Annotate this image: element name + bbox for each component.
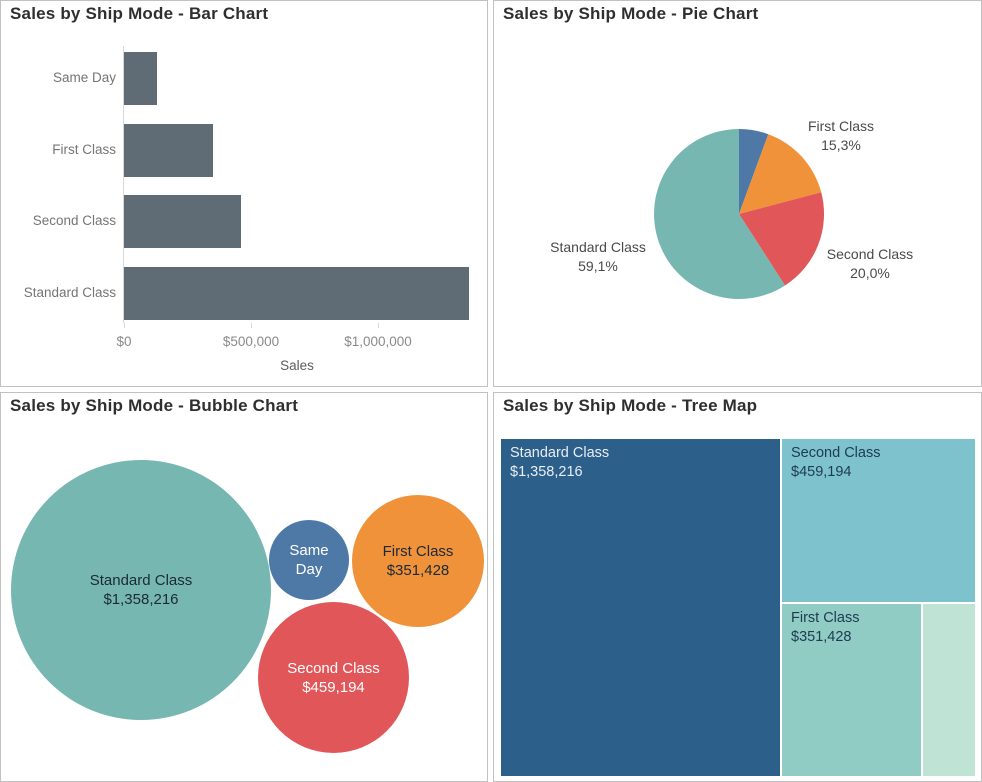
pie-slice-standard-class[interactable] xyxy=(654,129,785,299)
bubble-chart-plot: Standard Class $1,358,216 Same Day First Cla… xyxy=(1,393,487,781)
category-label-standard-class: Standard Class xyxy=(23,284,116,300)
category-label-first-class: First Class xyxy=(52,141,116,157)
treemap-tile-first-class[interactable]: First Class $351,428 xyxy=(782,604,921,776)
treemap-tile-standard-class[interactable]: Standard Class $1,358,216 xyxy=(501,439,780,776)
bubble-chart-title: Sales by Ship Mode - Bubble Chart xyxy=(10,396,299,415)
pie-slice-first-class[interactable] xyxy=(739,134,822,214)
pie-chart-title: Sales by Ship Mode - Pie Chart xyxy=(503,4,759,23)
x-axis-tick-label: $500,000 xyxy=(222,334,280,349)
panel-pie-chart: Sales by Ship Mode - Pie Chart First Cla… xyxy=(493,0,982,387)
bar-mark-standard-class[interactable] xyxy=(124,267,469,320)
bar-chart-plot: Same Day First Class Second Class Standard … xyxy=(1,1,487,386)
x-axis-tick-label: $0 xyxy=(116,334,132,349)
treemap-tile-label: First Class $351,428 xyxy=(791,610,860,645)
tree-map-plot: Standard Class $1,358,216 Second Class $459… xyxy=(494,393,981,781)
y-axis-line xyxy=(123,46,124,323)
x-axis-tick-label: $1,000,000 xyxy=(344,334,412,349)
bubble-label: Standard Class $1,358,216 xyxy=(89,572,193,608)
tree-map-title: Sales by Ship Mode - Tree Map xyxy=(503,396,758,415)
bar-mark-second-class[interactable] xyxy=(124,195,241,248)
bar-mark-first-class[interactable] xyxy=(124,124,213,177)
category-label-second-class: Second Class xyxy=(32,212,116,228)
pie-slice-label-standard-class: Standard Class 59,1% xyxy=(550,239,646,274)
pie-slice-label-second-class: Second Class 20,0% xyxy=(826,246,914,281)
bubble-label: Same Day xyxy=(289,542,329,578)
pie-chart-plot: First Class 15,3% Second Class 20,0% Standar… xyxy=(494,1,981,386)
treemap-tile-label: Standard Class $1,358,216 xyxy=(510,445,610,480)
treemap-tile-second-class[interactable]: Second Class $459,194 xyxy=(782,439,975,602)
pie-slice-same-day[interactable] xyxy=(739,129,769,214)
pie-svg xyxy=(654,129,825,299)
x-axis-tick xyxy=(378,323,379,328)
x-axis-tick xyxy=(251,323,252,328)
bubble-same-day[interactable]: Same Day xyxy=(269,520,349,600)
treemap-tile-same-day[interactable] xyxy=(923,604,975,776)
x-axis-title: Sales xyxy=(280,358,314,373)
bubble-label: First Class $351,428 xyxy=(382,543,454,579)
bubble-second-class[interactable]: Second Class $459,194 xyxy=(258,602,409,753)
panel-bubble-chart: Sales by Ship Mode - Bubble Chart Standa… xyxy=(0,392,488,782)
pie-slice-label-first-class: First Class 15,3% xyxy=(807,118,875,153)
x-axis-tick xyxy=(124,323,125,328)
bubble-label: Second Class $459,194 xyxy=(287,659,380,696)
bubble-standard-class[interactable]: Standard Class $1,358,216 xyxy=(11,460,271,720)
bar-chart-title: Sales by Ship Mode - Bar Chart xyxy=(10,4,269,23)
pie-slice-second-class[interactable] xyxy=(739,192,825,286)
bar-mark-same-day[interactable] xyxy=(124,52,157,105)
treemap-tile-label: Second Class $459,194 xyxy=(791,445,881,480)
panel-bar-chart: Sales by Ship Mode - Bar Chart Same Day F… xyxy=(0,0,488,387)
category-label-same-day: Same Day xyxy=(52,69,116,85)
bubble-first-class[interactable]: First Class $351,428 xyxy=(352,495,484,627)
panel-tree-map: Sales by Ship Mode - Tree Map Standard C… xyxy=(493,392,982,782)
